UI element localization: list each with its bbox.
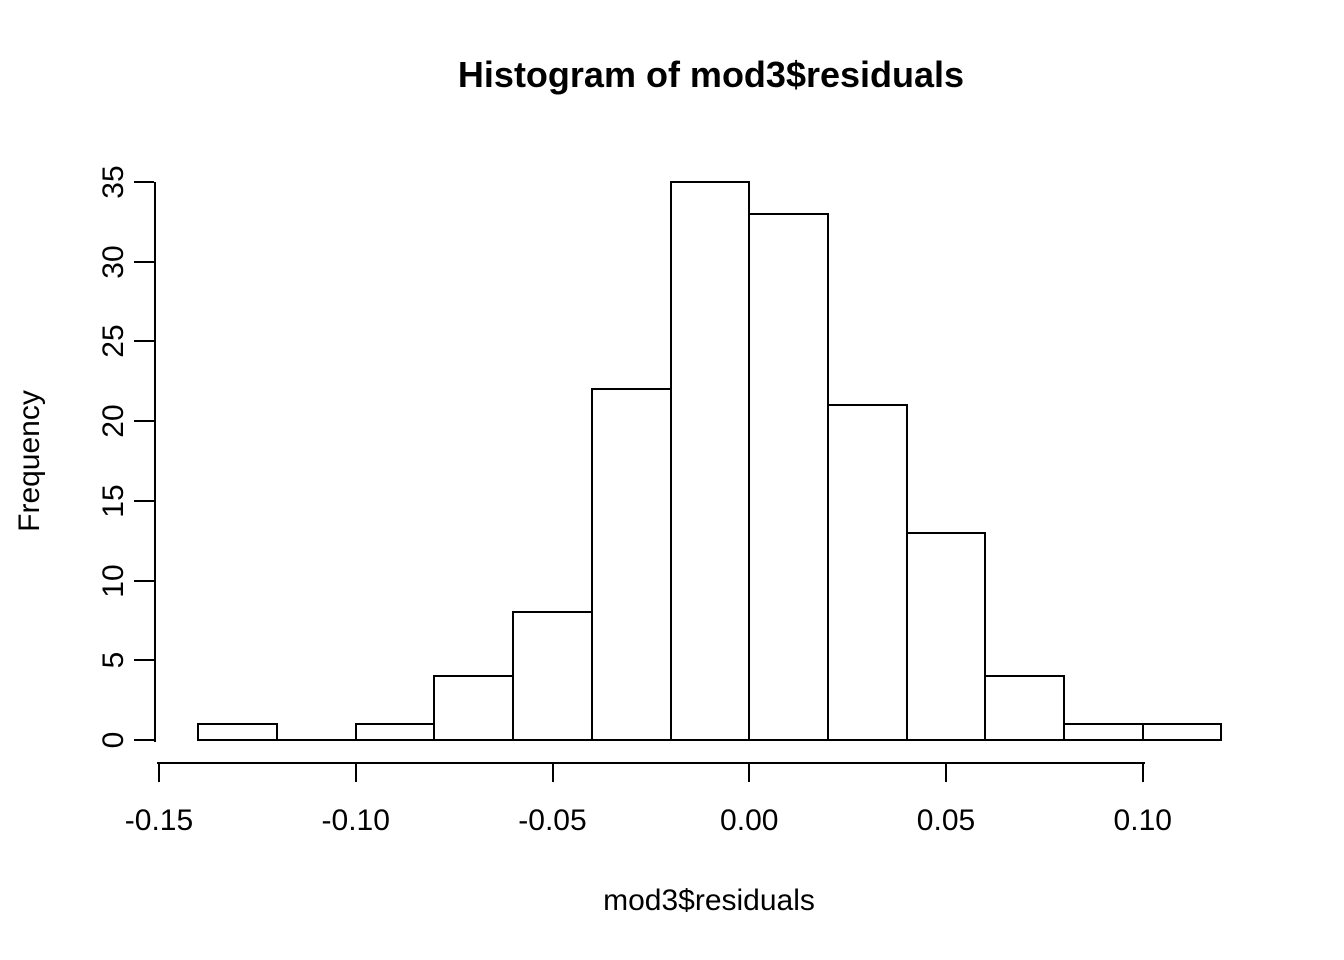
y-axis-line <box>154 181 156 742</box>
histogram-bar <box>354 723 436 741</box>
plot-title: Histogram of mod3$residuals <box>457 54 965 95</box>
y-axis-tick <box>134 739 154 741</box>
x-axis-tick <box>354 762 357 782</box>
histogram-bar <box>905 531 987 741</box>
histogram-bar <box>590 388 672 741</box>
x-axis-tick <box>945 762 947 782</box>
histogram-bar <box>1063 723 1144 741</box>
y-tick-label: 0 <box>97 731 130 749</box>
x-tick-label: -0.05 <box>518 804 587 837</box>
y-tick-label: 20 <box>97 404 130 438</box>
histogram-bar <box>748 212 829 741</box>
x-axis-tick <box>1141 762 1144 782</box>
y-axis-tick <box>134 340 154 343</box>
y-tick-label: 25 <box>97 324 130 359</box>
y-axis-tick <box>134 579 154 582</box>
y-tick-label: 35 <box>97 165 130 199</box>
y-axis-tick <box>134 260 154 263</box>
histogram-bar <box>197 723 279 741</box>
x-axis-label: mod3$residuals <box>603 884 815 917</box>
histogram-bar <box>512 611 593 741</box>
x-axis-tick <box>551 762 554 782</box>
x-tick-label: 0.10 <box>1113 804 1172 837</box>
y-axis-tick <box>134 180 154 183</box>
y-tick-label: 30 <box>97 245 130 279</box>
x-tick-label: 0.00 <box>720 804 779 837</box>
y-axis-label: Frequency <box>13 390 46 532</box>
y-axis-tick <box>134 420 154 423</box>
x-tick-label: 0.05 <box>916 804 976 837</box>
y-tick-label: 15 <box>97 484 130 518</box>
histogram-bar <box>826 404 908 741</box>
histogram-bar <box>984 675 1066 741</box>
histogram-bar <box>433 675 515 741</box>
histogram-bar <box>669 180 751 741</box>
y-tick-label: 10 <box>97 563 130 598</box>
x-axis-tick <box>158 762 160 782</box>
y-axis-tick <box>134 659 154 662</box>
histogram-bar <box>1141 723 1223 741</box>
y-axis-tick <box>134 499 154 502</box>
y-tick-label: 5 <box>97 651 130 669</box>
x-axis-tick <box>748 762 751 782</box>
x-axis-line <box>157 762 1145 764</box>
x-tick-label: -0.10 <box>321 804 390 837</box>
x-tick-label: -0.15 <box>124 804 194 837</box>
